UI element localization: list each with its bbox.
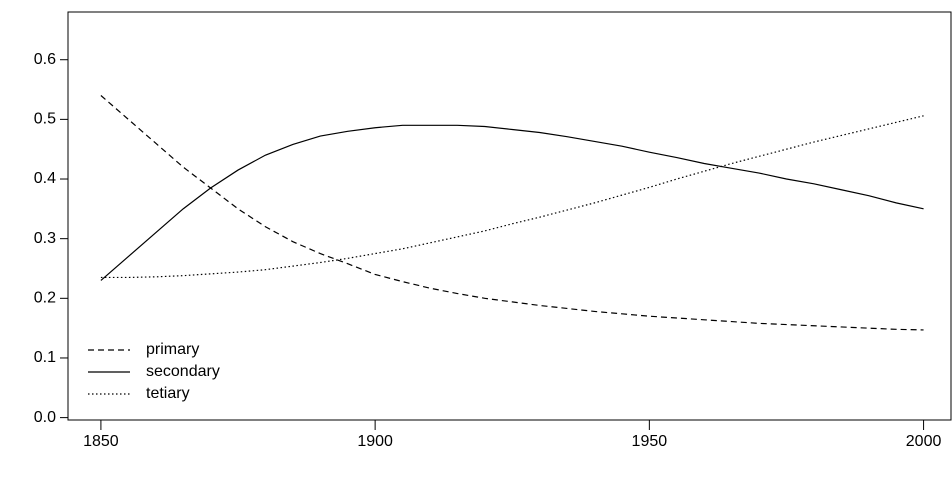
y-tick-label: 0.2	[34, 290, 56, 307]
x-tick-label: 1950	[632, 433, 668, 450]
series-line	[100, 95, 924, 331]
x-tick-label: 2000	[906, 433, 942, 450]
y-tick-label: 0.6	[34, 51, 56, 68]
legend-label: primary	[146, 341, 199, 358]
legend-label: tetiary	[146, 385, 190, 402]
y-tick-label: 0.3	[34, 230, 56, 247]
y-tick-label: 0.5	[34, 111, 56, 128]
y-tick-label: 0.1	[34, 349, 56, 366]
series-line	[100, 115, 924, 279]
legend-label: secondary	[146, 363, 220, 380]
y-tick-label: 0.4	[34, 170, 56, 187]
series-line	[100, 124, 924, 281]
x-tick-label: 1900	[357, 433, 393, 450]
y-tick-label: 0.0	[34, 409, 56, 426]
x-tick-label: 1850	[83, 433, 119, 450]
plot-frame	[67, 11, 952, 421]
